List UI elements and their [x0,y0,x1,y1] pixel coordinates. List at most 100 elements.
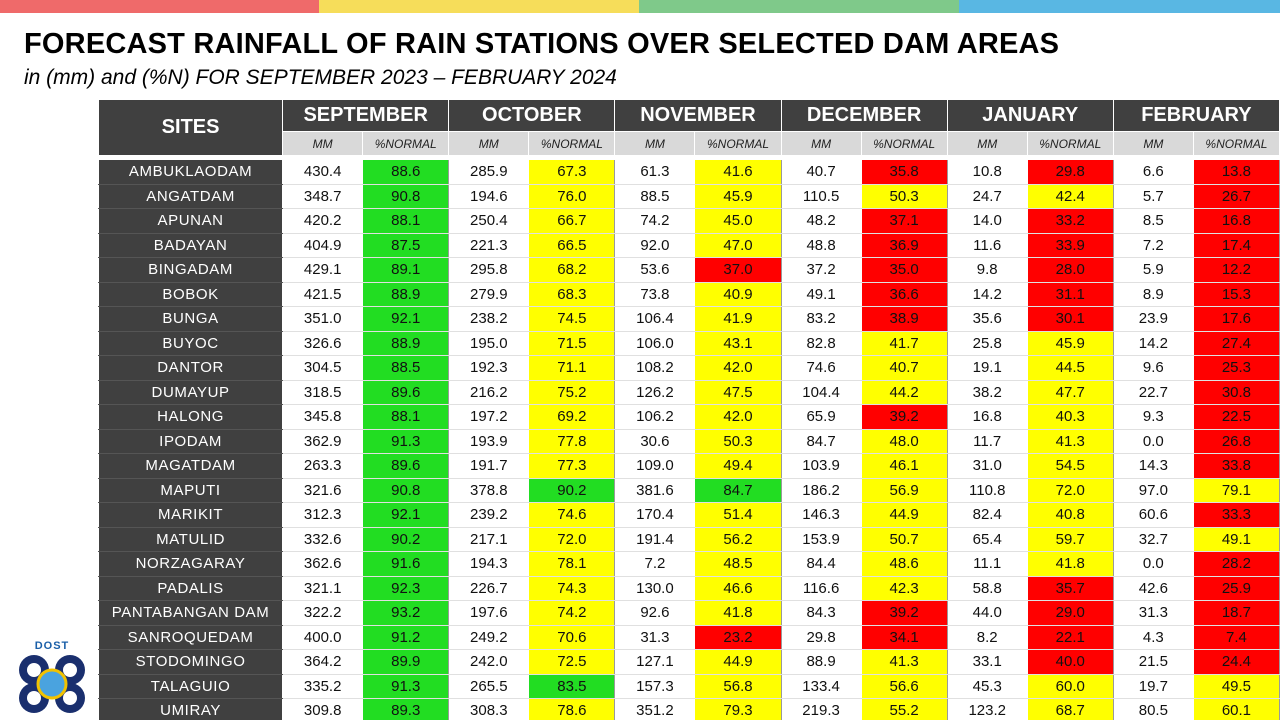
percent-normal-cell: 74.3 [528,576,616,601]
rainfall-mm-cell: 110.5 [780,184,862,209]
rainfall-mm-cell: 42.6 [1112,576,1194,601]
site-name: IPODAM [97,429,284,454]
percent-normal-cell: 35.0 [860,257,948,283]
rainfall-mm-cell: 378.8 [448,478,530,503]
percent-normal-cell: 40.3 [1026,404,1114,430]
percent-normal-cell: 7.4 [1192,625,1280,650]
rainfall-mm-cell: 221.3 [448,233,530,258]
percent-normal-cell: 40.8 [1026,502,1114,528]
rainfall-mm-cell: 25.8 [946,331,1028,356]
rainfall-mm-cell: 19.7 [1112,674,1194,699]
percent-normal-cell: 88.1 [362,208,450,234]
percent-normal-cell: 87.5 [362,233,450,258]
rainfall-mm-cell: 88.5 [614,184,696,209]
pct-normal-subheader: %NORMAL [860,131,948,156]
rainfall-mm-cell: 430.4 [282,159,364,185]
pct-normal-subheader: %NORMAL [694,131,782,156]
top-stripe-yellow [319,0,639,13]
rainfall-mm-cell: 8.9 [1112,282,1194,307]
rainfall-mm-cell: 45.3 [946,674,1028,699]
rainfall-mm-cell: 249.2 [448,625,530,650]
table-row: IPODAM 362.9 91.3 193.9 77.8 30.6 50.3 84.7 48.0… [97,429,1280,454]
month-header: NOVEMBER [614,98,782,133]
table-row: DUMAYUP 318.5 89.6 216.2 75.2 126.2 47.5 104.4 4… [97,380,1280,405]
rainfall-mm-cell: 37.2 [780,257,862,283]
percent-normal-cell: 56.9 [860,478,948,503]
rainfall-mm-cell: 146.3 [780,502,862,528]
table-row: AMBUKLAODAM 430.4 88.6 285.9 67.3 61.3 41.6 40.… [97,159,1280,185]
rainfall-mm-cell: 11.6 [946,233,1028,258]
rainfall-mm-cell: 238.2 [448,306,530,332]
percent-normal-cell: 66.7 [528,208,616,234]
percent-normal-cell: 40.0 [1026,649,1114,675]
site-name: MAGATDAM [97,453,284,479]
percent-normal-cell: 44.2 [860,380,948,405]
rainfall-mm-cell: 216.2 [448,380,530,405]
rainfall-mm-cell: 53.6 [614,257,696,283]
rainfall-mm-cell: 351.2 [614,698,696,720]
percent-normal-cell: 89.9 [362,649,450,675]
percent-normal-cell: 77.3 [528,453,616,479]
rainfall-mm-cell: 127.1 [614,649,696,675]
rainfall-mm-cell: 65.9 [780,404,862,430]
rainfall-mm-cell: 21.5 [1112,649,1194,675]
rainfall-mm-cell: 217.1 [448,527,530,552]
month-header: FEBRUARY [1112,98,1280,133]
rainfall-mm-cell: 48.8 [780,233,862,258]
percent-normal-cell: 45.0 [694,208,782,234]
table-row: BUYOC 326.6 88.9 195.0 71.5 106.0 43.1 82.8 41.7… [97,331,1280,356]
rainfall-mm-cell: 7.2 [614,551,696,577]
rainfall-mm-cell: 5.9 [1112,257,1194,283]
rainfall-mm-cell: 304.5 [282,355,364,381]
percent-normal-cell: 77.8 [528,429,616,454]
rainfall-mm-cell: 8.5 [1112,208,1194,234]
rainfall-mm-cell: 318.5 [282,380,364,405]
percent-normal-cell: 74.2 [528,600,616,626]
percent-normal-cell: 29.8 [1026,159,1114,185]
percent-normal-cell: 23.2 [694,625,782,650]
rainfall-mm-cell: 14.0 [946,208,1028,234]
percent-normal-cell: 67.3 [528,159,616,185]
site-name: UMIRAY [97,698,284,720]
percent-normal-cell: 42.3 [860,576,948,601]
pct-normal-subheader: %NORMAL [528,131,616,156]
table-row: DANTOR 304.5 88.5 192.3 71.1 108.2 42.0 74.6 40.… [97,355,1280,381]
rainfall-mm-cell: 0.0 [1112,429,1194,454]
percent-normal-cell: 44.9 [860,502,948,528]
percent-normal-cell: 54.5 [1026,453,1114,479]
rainfall-mm-cell: 33.1 [946,649,1028,675]
month-header: JANUARY [946,98,1114,133]
percent-normal-cell: 18.7 [1192,600,1280,626]
rainfall-mm-cell: 421.5 [282,282,364,307]
rainfall-mm-cell: 65.4 [946,527,1028,552]
percent-normal-cell: 46.6 [694,576,782,601]
rainfall-mm-cell: 263.3 [282,453,364,479]
rainfall-mm-cell: 197.2 [448,404,530,430]
site-name: BUYOC [97,331,284,356]
month-header: SEPTEMBER [282,98,450,133]
table-row: BOBOK 421.5 88.9 279.9 68.3 73.8 40.9 49.1 36.6 1… [97,282,1280,307]
rainfall-mm-cell: 31.3 [614,625,696,650]
site-name: SANROQUEDAM [97,625,284,650]
percent-normal-cell: 75.2 [528,380,616,405]
percent-normal-cell: 90.8 [362,478,450,503]
site-name: BUNGA [97,306,284,332]
percent-normal-cell: 26.7 [1192,184,1280,209]
percent-normal-cell: 41.8 [694,600,782,626]
rainfall-mm-cell: 106.2 [614,404,696,430]
percent-normal-cell: 41.3 [1026,429,1114,454]
rainfall-mm-cell: 82.4 [946,502,1028,528]
rainfall-mm-cell: 92.6 [614,600,696,626]
rainfall-mm-cell: 109.0 [614,453,696,479]
percent-normal-cell: 59.7 [1026,527,1114,552]
rainfall-mm-cell: 9.8 [946,257,1028,283]
percent-normal-cell: 88.9 [362,282,450,307]
rainfall-mm-cell: 133.4 [780,674,862,699]
table-row: BINGADAM 429.1 89.1 295.8 68.2 53.6 37.0 37.2 35… [97,257,1280,283]
rainfall-mm-cell: 14.2 [946,282,1028,307]
percent-normal-cell: 33.9 [1026,233,1114,258]
percent-normal-cell: 60.0 [1026,674,1114,699]
rainfall-mm-cell: 6.6 [1112,159,1194,185]
rainfall-mm-cell: 10.8 [946,159,1028,185]
table-row: ANGATDAM 348.7 90.8 194.6 76.0 88.5 45.9 110.5 5… [97,184,1280,209]
